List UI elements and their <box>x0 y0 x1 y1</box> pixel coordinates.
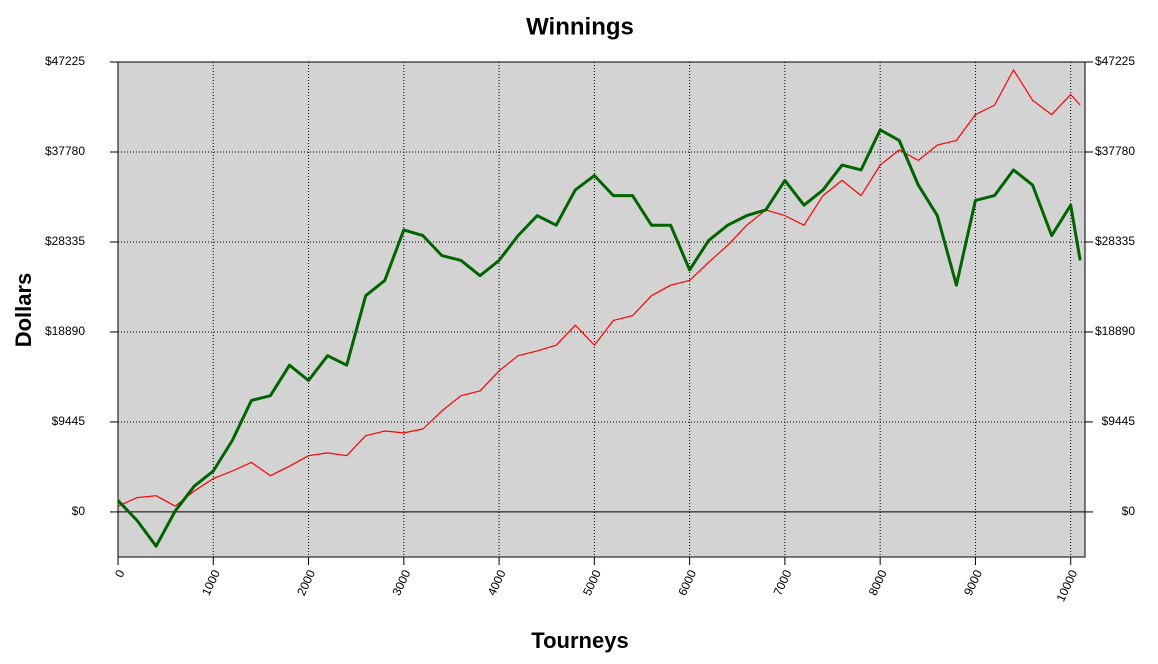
x-tick-label: 3000 <box>389 567 413 597</box>
y2-tick-label: $18890 <box>1095 324 1135 338</box>
x-tick-label: 10000 <box>1054 567 1081 603</box>
series-line <box>116 128 1082 548</box>
x-tick-label: 8000 <box>866 567 890 597</box>
plot-area <box>117 61 1086 558</box>
x-tick-label: 7000 <box>771 567 795 597</box>
chart-title: Winnings <box>526 13 634 40</box>
x-tick-label: 9000 <box>961 567 985 597</box>
x-tick-label: 0 <box>112 567 128 579</box>
y-tick-label: $0 <box>72 504 86 518</box>
series-line <box>117 69 1081 507</box>
x-tick-label: 4000 <box>485 567 509 597</box>
x-axis-title: Tourneys <box>531 628 628 653</box>
y2-tick-label: $28335 <box>1095 234 1135 248</box>
y2-tick-label: $9445 <box>1102 414 1136 428</box>
y2-tick-label: $0 <box>1122 504 1136 518</box>
y-tick-label: $9445 <box>52 414 86 428</box>
y-tick-label: $18890 <box>45 324 85 338</box>
x-tick-label: 2000 <box>294 567 318 597</box>
y2-tick-label: $47225 <box>1095 54 1135 68</box>
x-tick-label: 1000 <box>199 567 223 597</box>
y-tick-label: $37780 <box>45 144 85 158</box>
y2-tick-label: $37780 <box>1095 144 1135 158</box>
x-tick-label: 5000 <box>580 567 604 597</box>
y-axis-title: Dollars <box>11 273 36 348</box>
y-tick-label: $28335 <box>45 234 85 248</box>
x-tick-label: 6000 <box>675 567 699 597</box>
y-tick-label: $47225 <box>45 54 85 68</box>
